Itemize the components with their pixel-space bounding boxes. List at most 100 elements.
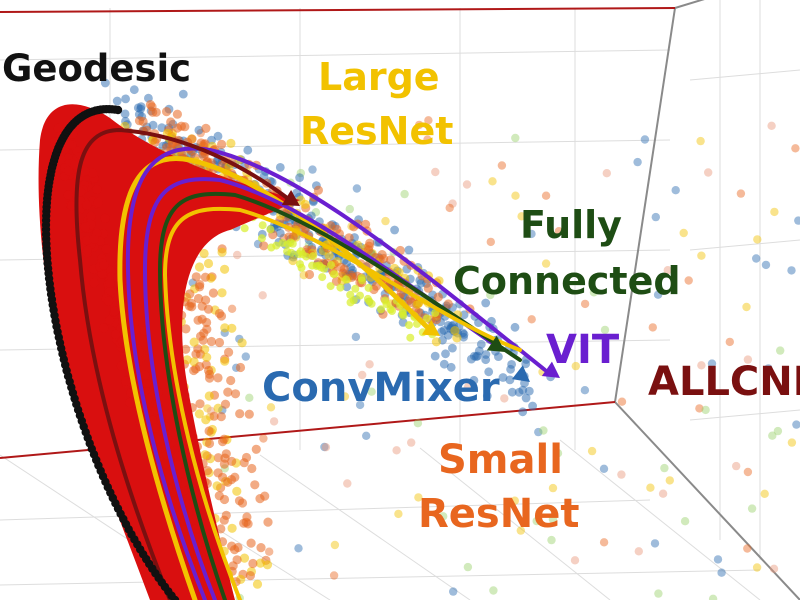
scatter-point xyxy=(414,493,423,502)
scatter-point xyxy=(413,419,423,428)
scatter-point xyxy=(321,443,331,452)
scatter-point xyxy=(329,571,339,580)
scatter-point xyxy=(599,464,609,473)
scatter-point-resnet xyxy=(202,324,212,334)
scatter-point xyxy=(294,544,303,553)
scatter-point-allcnn xyxy=(103,296,114,306)
scatter-point-allcnn xyxy=(64,166,74,176)
scatter-point-resnet xyxy=(181,344,191,354)
scatter-point-allcnn xyxy=(99,260,109,270)
scatter-point xyxy=(794,216,800,225)
scatter-point-convmixer xyxy=(484,367,494,377)
scatter-point-resnet xyxy=(185,289,195,299)
scatter-point xyxy=(548,483,558,493)
scatter-point-resnet xyxy=(199,248,209,259)
scatter-point-resnet xyxy=(233,542,243,553)
box-edge xyxy=(674,0,705,9)
scatter-point xyxy=(580,299,590,309)
scatter-point-resnet xyxy=(220,264,230,274)
scatter-point xyxy=(769,564,779,573)
scatter-point-resnet xyxy=(201,123,211,133)
scatter-point-highlight xyxy=(318,273,327,282)
label-small-resnet-line2: ResNet xyxy=(418,491,580,537)
scatter-point xyxy=(415,120,424,130)
scatter-point xyxy=(650,539,660,548)
scatter-point-resnet xyxy=(219,459,229,469)
scatter-point-allcnn xyxy=(173,451,183,461)
scatter-point xyxy=(646,483,655,492)
scatter-point xyxy=(742,302,751,312)
scatter-point-resnet xyxy=(138,116,148,127)
scatter-point-resnet xyxy=(239,553,250,563)
scatter-point-convmixer xyxy=(481,355,491,365)
gridline xyxy=(0,49,671,61)
scatter-point xyxy=(553,449,563,458)
scatter-point-resnet xyxy=(245,571,255,581)
scatter-point xyxy=(792,420,800,429)
scatter-point-allcnn xyxy=(53,123,63,133)
scatter-point-highlight xyxy=(388,307,396,315)
scatter-point-convmixer xyxy=(404,245,414,255)
scatter-point xyxy=(424,116,433,125)
geodesic-point xyxy=(113,105,123,115)
scatter-point-convmixer xyxy=(443,330,453,340)
scatter-point-allcnn xyxy=(150,423,160,433)
scatter-point-convmixer xyxy=(441,349,450,359)
scatter-point-resnet xyxy=(213,453,223,463)
scatter-point xyxy=(654,589,663,598)
scatter-point-resnet xyxy=(232,486,242,496)
scatter-point xyxy=(679,228,688,238)
scatter-point-highlight xyxy=(308,261,317,270)
scatter-point xyxy=(517,212,526,221)
scatter-point-convmixer xyxy=(482,391,492,401)
scatter-point-resnet xyxy=(219,494,230,505)
scatter-point xyxy=(773,426,783,436)
scatter-point-resnet xyxy=(162,107,172,117)
scatter-point-resnet xyxy=(433,292,443,302)
scatter-point-allcnn xyxy=(82,235,92,245)
label-geodesic: Geodesic xyxy=(2,47,192,90)
scatter-point xyxy=(743,467,753,477)
scatter-point-resnet xyxy=(226,375,236,386)
scatter-point-highlight xyxy=(330,270,339,279)
scatter-point xyxy=(539,426,548,435)
scatter-point-resnet xyxy=(216,524,226,534)
scatter-point-resnet xyxy=(218,472,228,482)
scatter-point-resnet xyxy=(182,355,192,365)
scatter-point-resnet xyxy=(204,438,215,449)
scatter-point-allcnn xyxy=(161,459,171,469)
scatter-point-resnet xyxy=(195,399,205,409)
scatter-point xyxy=(241,352,250,361)
scatter-point-resnet xyxy=(247,463,257,474)
scatter-point-convmixer xyxy=(469,375,479,385)
scatter-point-highlight xyxy=(382,300,391,309)
curve-large-resnet xyxy=(117,156,433,600)
scatter-point xyxy=(736,189,746,198)
scatter-point-allcnn xyxy=(65,139,75,149)
scatter-point xyxy=(704,168,713,177)
scatter-point-resnet xyxy=(176,121,186,131)
scatter-point-allcnn xyxy=(89,234,99,244)
scatter-point-allcnn xyxy=(99,323,109,333)
scatter-point xyxy=(570,556,580,565)
scatter-point xyxy=(511,191,520,200)
scatter-point xyxy=(431,167,440,177)
scatter-point xyxy=(658,489,668,498)
scatter-point-convmixer xyxy=(275,228,285,238)
scatter-point-allcnn xyxy=(89,278,99,288)
scatter-point xyxy=(527,315,536,324)
scatter-point-allcnn xyxy=(92,184,102,194)
label-convmixer: ConvMixer xyxy=(262,365,500,411)
scatter-point xyxy=(448,199,457,208)
scatter-point-resnet xyxy=(227,323,237,333)
scatter-point-resnet xyxy=(150,137,160,147)
scatter-point xyxy=(365,360,374,369)
scatter-point-resnet xyxy=(241,517,251,527)
scatter-point-convmixer xyxy=(129,85,139,95)
scatter-point xyxy=(400,189,409,199)
scatter-point-allcnn xyxy=(141,379,152,389)
arrow-fully-connected xyxy=(486,335,505,352)
scatter-point-highlight xyxy=(309,252,318,261)
scatter-point xyxy=(497,161,507,170)
scatter-point-convmixer xyxy=(470,351,479,361)
